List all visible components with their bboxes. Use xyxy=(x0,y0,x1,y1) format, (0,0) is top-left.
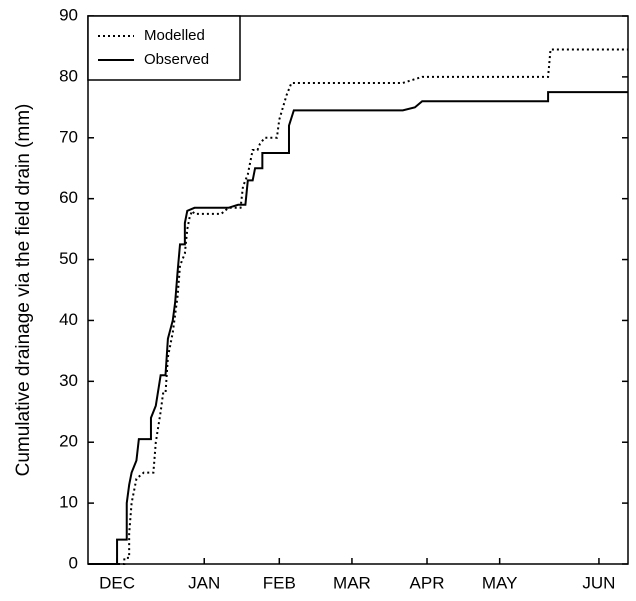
y-tick-label: 20 xyxy=(59,432,78,451)
x-tick-label: APR xyxy=(410,573,445,592)
legend-box xyxy=(87,15,241,81)
x-tick-label: JAN xyxy=(188,573,220,592)
x-tick-label: FEB xyxy=(263,573,296,592)
y-tick-label: 30 xyxy=(59,371,78,390)
line xyxy=(88,48,628,565)
plot-frame xyxy=(87,15,629,565)
y-tick-label: 90 xyxy=(59,5,78,24)
x-tick-label: JUN xyxy=(582,573,615,592)
x-tick-label: DEC xyxy=(99,573,135,592)
legend-label: Modelled xyxy=(144,27,205,44)
legend-label: Observed xyxy=(144,51,209,68)
y-tick-label: 0 xyxy=(69,553,78,572)
y-axis-label: Cumulative drainage via the field drain … xyxy=(13,104,34,477)
x-tick-label: MAR xyxy=(333,573,371,592)
x-tick-label: MAY xyxy=(482,573,518,592)
y-tick-label: 70 xyxy=(59,127,78,146)
y-tick-label: 10 xyxy=(59,493,78,512)
line xyxy=(88,91,628,565)
y-tick-label: 80 xyxy=(59,66,78,85)
y-tick-label: 40 xyxy=(59,310,78,329)
y-tick-label: 50 xyxy=(59,249,78,268)
y-tick-label: 60 xyxy=(59,188,78,207)
